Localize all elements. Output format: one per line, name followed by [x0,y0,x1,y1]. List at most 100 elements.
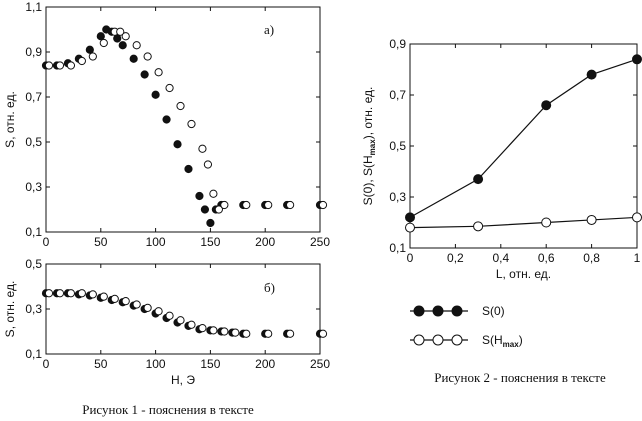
data-point-open [220,200,229,210]
y-tick-label: 0,1 [25,225,42,239]
legend-marker [451,334,463,346]
data-point-filled [586,69,597,80]
data-point-open [541,217,552,228]
legend-label: S(0) [482,304,505,318]
x-tick-label: 200 [255,235,275,249]
data-point-filled [473,174,484,185]
y-axis-label: S(0), S(Hmax), отн. ед. [361,87,377,206]
data-point-open [209,189,218,198]
data-point-open [286,200,295,210]
data-point-open [154,307,163,316]
data-point-open [88,52,97,61]
data-point-open [66,289,76,298]
data-point-filled [85,45,94,54]
data-point-filled [151,90,160,99]
data-point-open [405,222,415,233]
y-tick-label: 0,3 [389,190,406,204]
y-tick-label: 0,1 [25,347,42,361]
data-point-open [121,297,130,306]
data-point-open [214,205,223,214]
data-point-open [88,290,97,299]
data-point-filled [173,140,182,149]
series-line [409,216,638,229]
data-point-open [318,329,328,338]
data-point-open [187,320,196,329]
x-tick-label: 250 [310,235,330,249]
x-tick-label: 0 [43,357,50,371]
data-point-open [209,326,218,335]
data-point-open [165,311,174,320]
plot-frame [45,6,321,233]
data-point-open [165,83,174,93]
caption-figure-1: Рисунок 1 - пояснения в тексте [82,402,254,417]
x-tick-label: 0 [43,235,50,249]
data-point-open [198,324,207,333]
x-tick-label: 0 [407,251,414,265]
data-point-open [318,200,328,210]
data-point-filled [129,54,138,63]
legend-marker [413,334,425,346]
y-tick-label: 0,5 [25,135,42,149]
data-point-filled [405,212,415,223]
data-point-open [220,327,229,336]
data-point-open [143,303,152,312]
data-point-open [77,56,86,66]
data-point-filled [200,205,210,214]
data-point-filled [632,54,642,65]
x-tick-label: 150 [200,357,220,371]
plot-frame [409,43,638,249]
data-point-open [473,221,484,232]
y-axis-label: S, отн. ед. [3,91,17,148]
x-tick-label: 0,6 [538,251,555,265]
y-tick-label: 0,1 [389,241,406,255]
data-point-open [187,119,196,129]
y-axis-label: S, отн. ед. [3,281,17,338]
data-point-filled [140,70,149,79]
data-point-filled [96,32,105,41]
y-tick-label: 0,3 [25,302,42,316]
data-point-open [231,328,240,337]
data-point-open [198,144,207,153]
y-tick-label: 0,9 [389,37,406,51]
data-point-open [99,292,108,301]
data-point-open [121,32,130,41]
y-tick-label: 1,1 [25,0,42,14]
data-point-open [132,300,141,309]
x-tick-label: 1 [634,251,641,265]
x-tick-label: 100 [146,357,166,371]
legend-fig2: S(0) S(Hmax) [410,304,523,349]
data-point-open [77,289,86,298]
data-point-open [176,101,185,111]
x-tick-label: 250 [310,357,330,371]
data-point-open [132,41,141,50]
x-axis-label: L, отн. ед. [496,267,551,281]
data-point-open [242,200,251,210]
panel-label: б) [264,280,275,295]
x-tick-label: 100 [146,235,166,249]
data-point-open [44,61,54,70]
legend-label: S(Hmax) [482,333,523,349]
chart-fig1a: 0 50 100 150 200 250 0,1 0,3 0,5 0,7 0,9 1,1 S, отн.… [3,0,330,249]
y-tick-label: 0,7 [25,90,42,104]
data-point-open [116,27,125,36]
data-point-open [99,38,108,48]
x-tick-label: 0,4 [492,251,509,265]
y-tick-label: 0,9 [25,45,42,59]
x-tick-label: 50 [94,357,108,371]
data-point-open [66,61,76,70]
x-tick-label: 0,2 [447,251,464,265]
legend-marker [432,334,444,346]
data-point-filled [184,164,193,174]
caption-figure-2: Рисунок 2 - пояснения в тексте [434,370,606,385]
data-point-open [176,316,185,325]
data-point-filled [541,100,552,111]
legend-marker [432,305,444,317]
data-point-open [44,289,54,298]
x-tick-label: 200 [255,357,275,371]
data-point-filled [162,115,171,124]
data-point-filled [118,41,127,50]
data-point-open [143,52,152,61]
legend-marker [451,305,463,317]
x-tick-label: 50 [94,235,108,249]
